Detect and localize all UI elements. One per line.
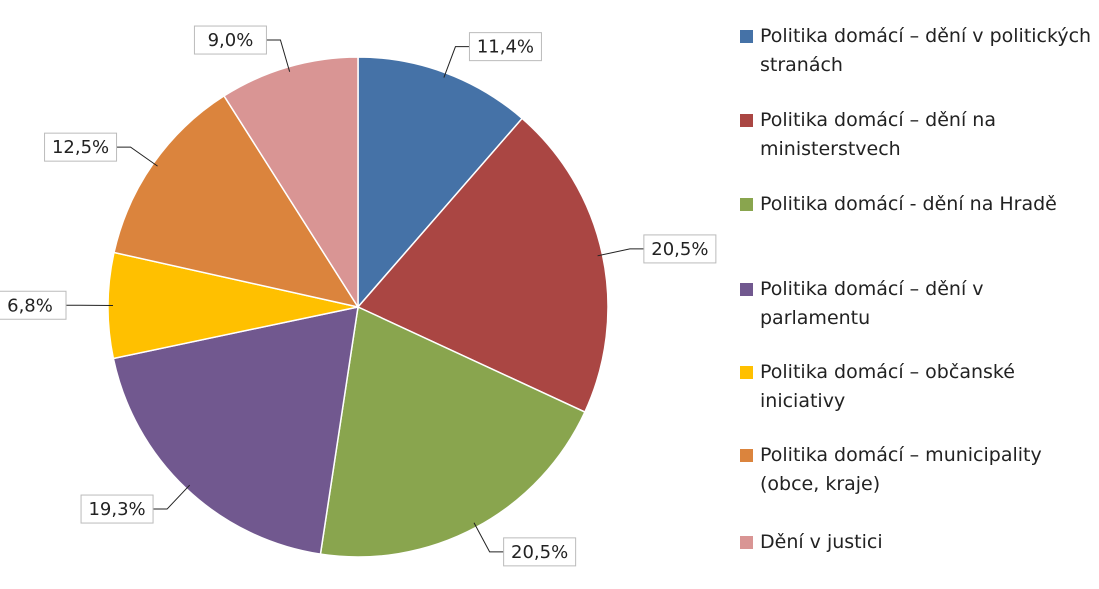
legend-item: Politika domácí – dění v politických str… [740, 22, 1095, 80]
data-label: 9,0% [208, 30, 254, 51]
legend-item: Politika domácí – municipality (obce, kr… [740, 441, 1095, 499]
legend-label: Politika domácí – dění v parlamentu [760, 278, 984, 329]
legend-swatch [740, 198, 753, 211]
legend-swatch [740, 283, 753, 296]
data-label: 19,3% [88, 499, 145, 520]
legend-label: Politika domácí – občanské iniciativy [760, 361, 1015, 412]
data-label: 20,5% [651, 239, 708, 260]
leader-line [116, 146, 158, 167]
label-box [193, 25, 267, 55]
leader-line [266, 39, 291, 72]
data-label: 6,8% [7, 295, 53, 316]
label-box [80, 494, 154, 524]
leader-line [443, 46, 470, 78]
legend-item: Politika domácí – dění v parlamentu [740, 275, 1095, 333]
legend-swatch [740, 449, 753, 462]
leader-line [153, 484, 191, 510]
legend-item: Politika domácí - dění na Hradě [740, 190, 1095, 219]
label-box [643, 234, 717, 264]
legend-swatch [740, 30, 753, 43]
legend-label: Politika domácí – municipality (obce, kr… [760, 444, 1042, 495]
leader-line [597, 248, 644, 257]
label-box [503, 537, 577, 567]
legend-swatch [740, 366, 753, 379]
legend-item: Dění v justici [740, 528, 1095, 557]
label-box [468, 32, 542, 62]
legend-swatch [740, 536, 753, 549]
label-box [44, 132, 118, 162]
legend-swatch [740, 114, 753, 127]
data-label: 11,4% [477, 37, 534, 58]
legend-label: Dění v justici [760, 531, 883, 553]
label-box [0, 290, 67, 320]
data-label: 20,5% [511, 542, 568, 563]
data-label: 12,5% [52, 137, 109, 158]
legend-item: Politika domácí – dění na ministerstvech [740, 106, 1095, 164]
legend-item: Politika domácí – občanské iniciativy [740, 358, 1095, 416]
legend-label: Politika domácí – dění v politických str… [760, 25, 1092, 76]
legend-label: Politika domácí – dění na ministerstvech [760, 109, 996, 160]
legend-label: Politika domácí - dění na Hradě [760, 193, 1057, 215]
leader-line [473, 522, 504, 553]
